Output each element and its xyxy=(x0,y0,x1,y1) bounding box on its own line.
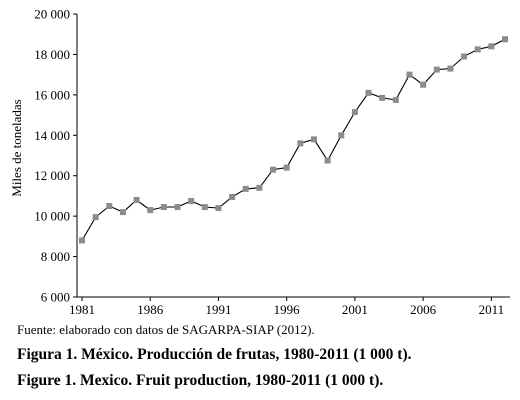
data-point-marker xyxy=(160,204,167,211)
x-tick-label: 2006 xyxy=(410,302,437,317)
data-point-marker xyxy=(188,197,195,204)
data-point-marker xyxy=(461,53,468,60)
data-point-marker xyxy=(433,66,440,73)
y-tick-label: 10 000 xyxy=(34,209,70,224)
y-axis-ticks: 6 000 8 000 10 000 12 000 14 000 16 000 18 000… xyxy=(34,7,77,305)
data-point-marker xyxy=(256,184,263,191)
line-chart: 6 000 8 000 10 000 12 000 14 000 16 000 18 000… xyxy=(9,7,510,317)
x-tick-label: 1981 xyxy=(69,302,95,317)
data-point-marker xyxy=(106,203,113,210)
data-point-marker xyxy=(215,205,222,212)
data-point-marker xyxy=(242,185,249,192)
data-point-marker xyxy=(147,207,154,214)
x-tick-label: 1991 xyxy=(205,302,231,317)
data-point-marker xyxy=(283,164,290,171)
y-tick-label: 20 000 xyxy=(34,7,70,22)
data-series xyxy=(79,36,508,244)
data-point-marker xyxy=(297,140,304,147)
series-line xyxy=(81,38,506,241)
data-point-marker xyxy=(406,71,413,78)
figure-caption-spanish: Figura 1. México. Producción de frutas, … xyxy=(17,346,412,363)
y-axis-label: Miles de toneladas xyxy=(9,99,24,196)
data-point-marker xyxy=(379,94,386,101)
data-point-marker xyxy=(447,65,454,72)
data-point-marker xyxy=(92,214,99,221)
data-point-marker xyxy=(270,166,277,173)
y-tick-label: 8 000 xyxy=(41,249,70,264)
x-tick-label: 1996 xyxy=(274,302,301,317)
data-point-marker xyxy=(420,81,427,88)
chart-axes xyxy=(76,14,510,298)
data-point-marker xyxy=(119,209,126,216)
data-point-marker xyxy=(365,89,372,96)
x-axis-ticks: 1981 1986 1991 1996 2001 2006 2011 xyxy=(69,297,504,317)
y-tick-label: 18 000 xyxy=(34,47,70,62)
data-point-marker xyxy=(338,132,345,139)
x-tick-label: 1986 xyxy=(137,302,164,317)
x-tick-label: 2001 xyxy=(342,302,368,317)
data-point-marker xyxy=(502,36,508,43)
data-point-marker xyxy=(79,237,85,244)
data-point-marker xyxy=(133,196,140,203)
data-point-marker xyxy=(324,157,331,164)
data-point-marker xyxy=(488,43,495,50)
y-tick-label: 12 000 xyxy=(34,168,70,183)
data-point-marker xyxy=(310,136,317,143)
data-point-marker xyxy=(474,46,481,53)
y-tick-label: 16 000 xyxy=(34,87,70,102)
data-point-marker xyxy=(392,96,399,103)
source-note: Fuente: elaborado con datos de SAGARPA-S… xyxy=(17,322,315,337)
data-point-marker xyxy=(201,204,208,211)
data-point-marker xyxy=(351,109,358,116)
data-point-marker xyxy=(174,204,181,211)
data-point-marker xyxy=(229,193,236,200)
y-tick-label: 14 000 xyxy=(34,128,70,143)
figure-caption-english: Figure 1. Mexico. Fruit production, 1980… xyxy=(17,372,384,389)
y-tick-label: 6 000 xyxy=(41,290,70,305)
x-tick-label: 2011 xyxy=(479,302,505,317)
